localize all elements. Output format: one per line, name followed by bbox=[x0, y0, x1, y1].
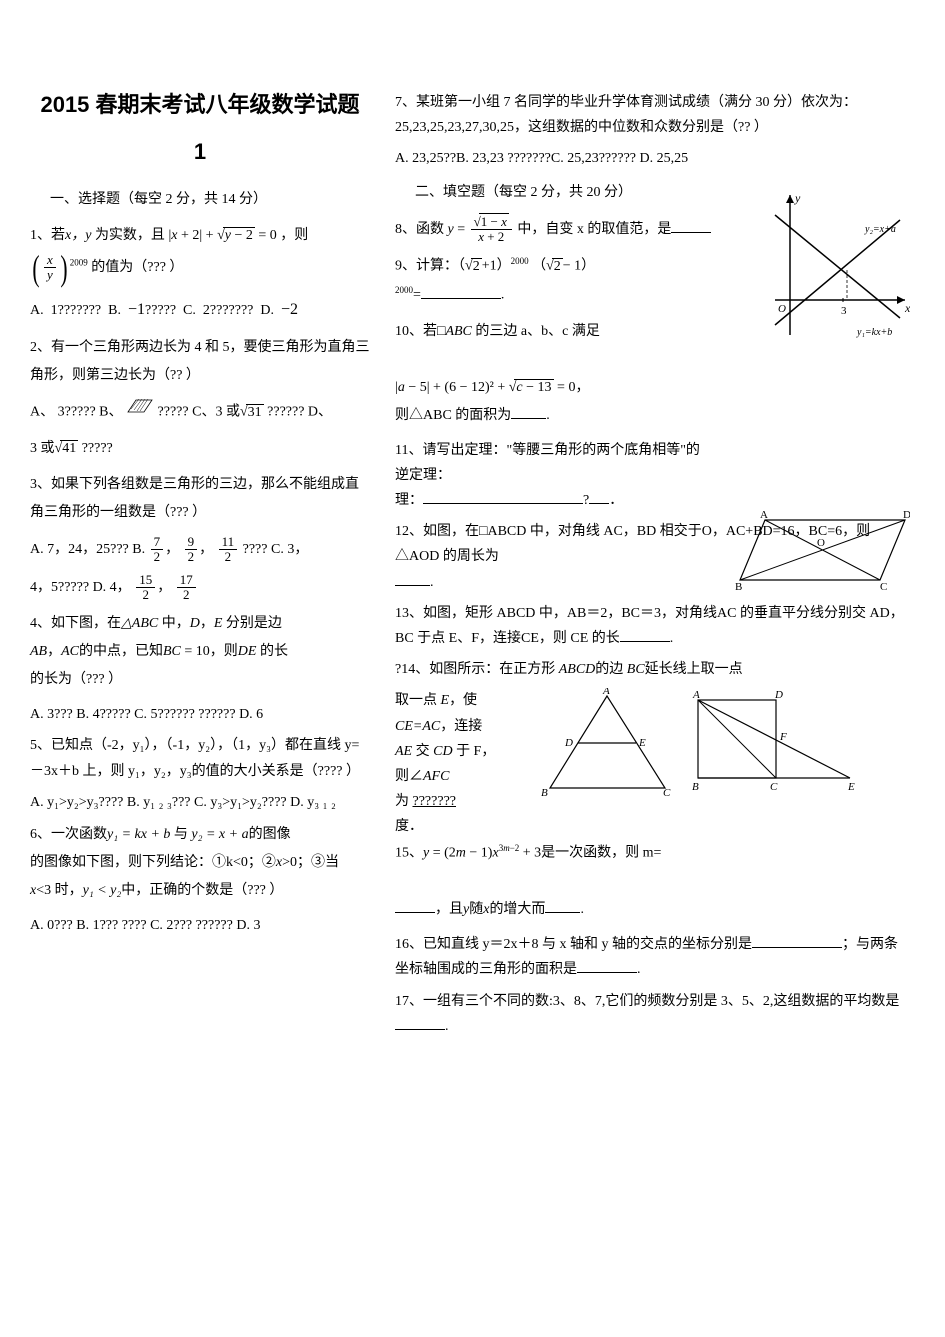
question-4: 4、如下图，在△ABC 中，D，E 分别是边 AB，AC的中点，已知BC = 1… bbox=[30, 610, 370, 694]
svg-text:O: O bbox=[778, 303, 786, 315]
svg-text:D: D bbox=[774, 689, 783, 701]
square-ext-figure: A D B C E F bbox=[690, 688, 858, 811]
axis-graph-figure: x y O 3 y₂=x+a y₁=kx+b bbox=[765, 190, 910, 345]
question-5: 5、已知点（-2，y₁），（-1，y₂），（1，y₃）都在直线 y=－3x＋b … bbox=[30, 733, 370, 783]
question-6-opts: A. 0??? B. 1??? ???? C. 2??? ?????? D. 3 bbox=[30, 913, 370, 938]
svg-text:D: D bbox=[564, 737, 573, 749]
svg-text:y₂=x+a: y₂=x+a bbox=[864, 224, 896, 235]
question-2-opts: A、 3????? B、 ????? C、3 或√31 ?????? D、 bbox=[30, 398, 370, 427]
question-3: 3、如果下列各组数是三角形的三边，那么不能组成直角三角形的一组数是（??? ） bbox=[30, 471, 370, 527]
svg-text:E: E bbox=[638, 737, 646, 749]
svg-text:F: F bbox=[779, 731, 787, 743]
question-10: 10、若□ABC 的三边 a、b、c 满足 |a − 5| + (6 − 12)… bbox=[395, 318, 735, 430]
question-1-opts: A. 1??????? B. −1????? C. 2??????? D. −2 bbox=[30, 294, 370, 326]
svg-text:D: D bbox=[903, 510, 910, 521]
question-11: 11、请写出定理："等腰三角形的两个底角相等"的逆定理： 理：?． bbox=[395, 438, 710, 514]
svg-text:C: C bbox=[880, 581, 887, 593]
svg-text:x: x bbox=[904, 301, 910, 315]
question-3-opts-a: A. 7，24，25??? B. 72， 92， 112 ???? C. 3， bbox=[30, 535, 370, 565]
svg-text:O: O bbox=[817, 537, 825, 549]
question-6: 6、一次函数y₁ = kx + b 与 y₂ = x + a的图像 的图像如下图… bbox=[30, 821, 370, 905]
question-9: 9、计算：（√2+1）2000 （√2− 1） 2000=. bbox=[395, 252, 735, 309]
question-7-opts: A. 23,25??B. 23,23 ???????C. 25,23??????… bbox=[395, 146, 905, 171]
doc-title: 2015 春期末考试八年级数学试题 bbox=[30, 90, 370, 121]
question-14: ?14、如图所示：在正方形 ABCD的边 BC延长线上取一点 bbox=[395, 657, 905, 682]
question-14-body: 取一点 E，使 CE=AC，连接 AE 交 CD 于 F， 则∠AFC 为 ??… bbox=[395, 688, 525, 839]
svg-text:3: 3 bbox=[841, 305, 847, 317]
svg-text:C: C bbox=[770, 781, 778, 793]
question-4-opts: A. 3??? B. 4????? C. 5?????? ?????? D. 6 bbox=[30, 702, 370, 727]
svg-text:y₁=kx+b: y₁=kx+b bbox=[856, 327, 892, 338]
question-15: 15、y = (2m − 1)x3m−2 + 3是一次函数，则 m= ，且y随x… bbox=[395, 839, 905, 924]
parallelogram-figure: A D B C O bbox=[735, 510, 910, 603]
question-13: 13、如图，矩形 ABCD 中，AB＝2，BC＝3，对角线AC 的垂直平分线分别… bbox=[395, 601, 905, 651]
question-2-opts-2: 3 或√41 ????? bbox=[30, 435, 370, 463]
svg-text:C: C bbox=[663, 787, 671, 799]
svg-text:B: B bbox=[735, 581, 742, 593]
svg-text:y: y bbox=[794, 191, 801, 205]
svg-text:A: A bbox=[692, 689, 700, 701]
svg-text:A: A bbox=[760, 510, 768, 521]
svg-text:A: A bbox=[602, 688, 610, 697]
question-16: 16、已知直线 y＝2x＋8 与 x 轴和 y 轴的交点的坐标分别是；与两条坐标… bbox=[395, 932, 905, 982]
triangle-de-figure: A B C D E bbox=[535, 688, 680, 811]
section1-header: 一、选择题（每空 2 分，共 14 分） bbox=[50, 187, 370, 212]
svg-text:B: B bbox=[692, 781, 699, 793]
svg-text:B: B bbox=[541, 787, 548, 799]
question-5-opts: A. y₁>y₂>y₃???? B. y₁ ₂ ₃??? C. y₃>y₁>y₂… bbox=[30, 790, 370, 815]
question-7: 7、某班第一小组 7 名同学的毕业升学体育测试成绩（满分 30 分）依次为：25… bbox=[395, 90, 905, 140]
question-8: 8、函数 y = √1 − xx + 2 中，自变 x 的取值范，是 bbox=[395, 215, 735, 245]
question-1: 1、若x，y 为实数，且 |x + 2| + √y − 2 = 0 ，则 (xy… bbox=[30, 222, 370, 286]
prism-icon bbox=[126, 398, 154, 427]
svg-text:E: E bbox=[847, 781, 855, 793]
question-3-opts-b: 4，5????? D. 4， 152， 172 bbox=[30, 573, 370, 603]
page-number: 1 bbox=[30, 139, 370, 165]
question-17: 17、一组有三个不同的数:3、8、7,它们的频数分别是 3、5、2,这组数据的平… bbox=[395, 989, 905, 1039]
question-2: 2、有一个三角形两边长为 4 和 5，要使三角形为直角三角形，则第三边长为（??… bbox=[30, 334, 370, 390]
